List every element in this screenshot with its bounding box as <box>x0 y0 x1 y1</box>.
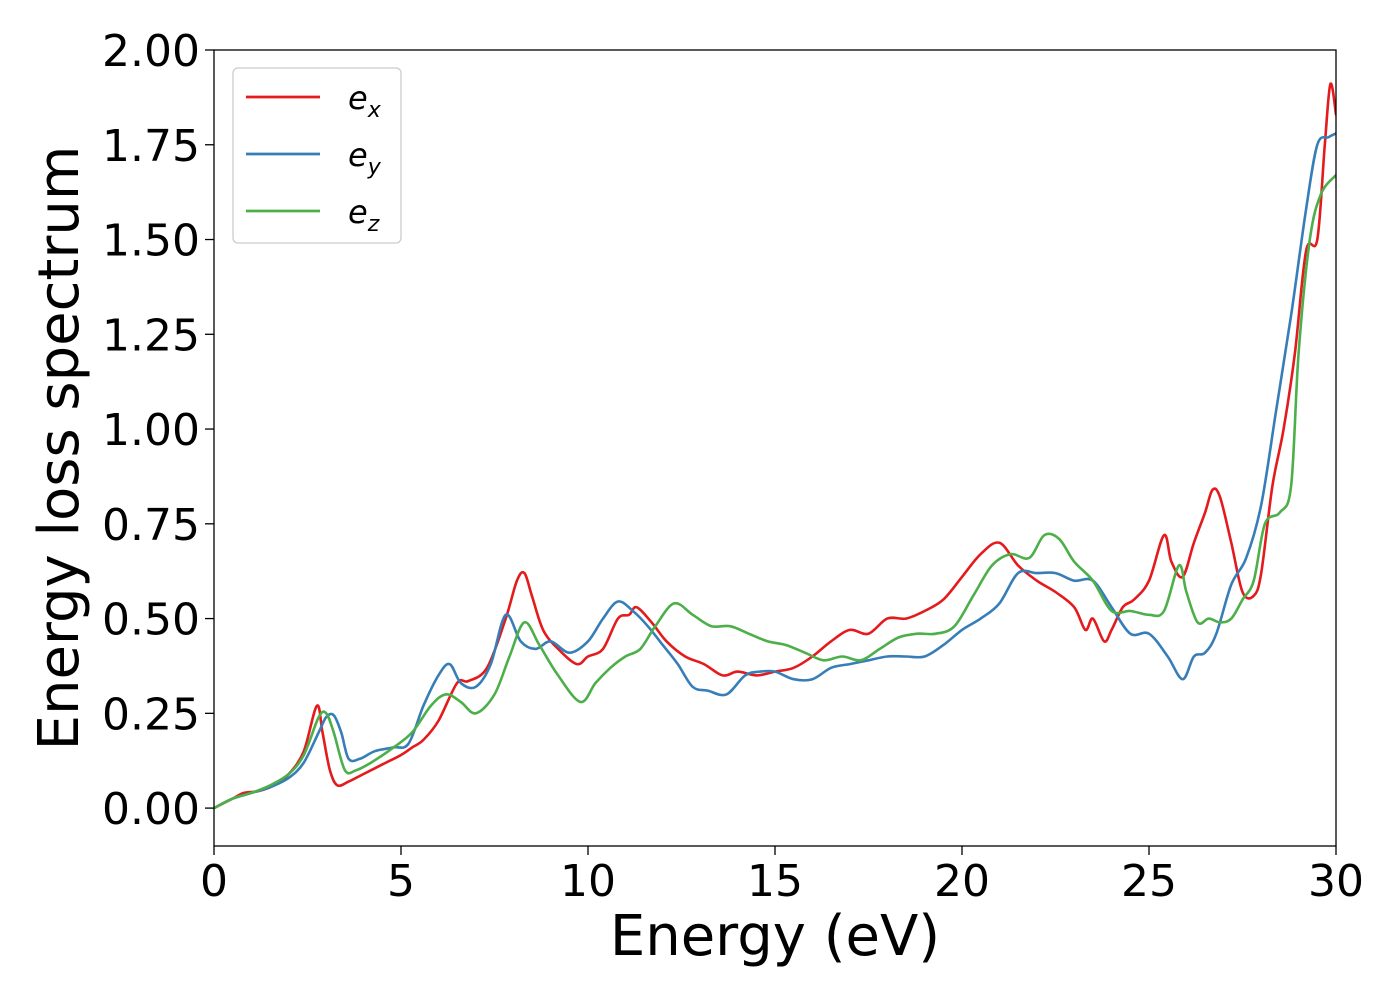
x-tick-label: 15 <box>747 856 803 907</box>
x-tick-label: 5 <box>387 856 415 907</box>
x-axis-title: Energy (eV) <box>610 904 940 969</box>
series-line-y <box>214 132 1336 810</box>
legend-label: ey <box>348 136 382 180</box>
legend-item-z: ez <box>246 193 380 237</box>
y-tick-label: 2.00 <box>102 26 200 77</box>
legend-box <box>232 67 402 244</box>
legend-item-x: ex <box>246 79 382 123</box>
y-axis-ticks: 0.00 0.25 0.50 0.75 1.00 1.25 1.50 1.75 2.00 <box>102 26 214 835</box>
series-line-z <box>214 173 1336 810</box>
y-tick-label: 1.00 <box>102 405 200 456</box>
series-line-x <box>214 82 1336 810</box>
legend-item-y: ey <box>246 136 382 180</box>
legend-label-subscript: z <box>367 212 380 237</box>
series-layer <box>214 82 1336 810</box>
x-tick-label: 20 <box>934 856 990 907</box>
y-tick-label: 1.50 <box>102 216 200 267</box>
x-tick-label: 10 <box>560 856 616 907</box>
y-tick-label: 0.75 <box>102 500 200 551</box>
x-tick-label: 0 <box>200 856 228 907</box>
y-tick-label: 1.75 <box>102 121 200 172</box>
legend-label-main: e <box>348 193 368 231</box>
y-tick-label: 0.00 <box>102 784 200 835</box>
legend-label-subscript: y <box>367 155 382 180</box>
x-tick-label: 30 <box>1308 856 1364 907</box>
y-tick-label: 0.25 <box>102 689 200 740</box>
y-tick-label: 1.25 <box>102 310 200 361</box>
legend-label: ez <box>348 193 380 237</box>
legend-label-main: e <box>348 79 368 117</box>
x-axis-ticks: 0 5 10 15 20 25 30 <box>200 846 1364 907</box>
legend-label: ex <box>348 79 382 123</box>
x-tick-label: 25 <box>1121 856 1177 907</box>
legend-label-main: e <box>348 136 368 174</box>
legend-label-subscript: x <box>367 98 382 123</box>
y-axis-title: Energy loss spectrum <box>27 146 92 751</box>
y-tick-label: 0.50 <box>102 595 200 646</box>
